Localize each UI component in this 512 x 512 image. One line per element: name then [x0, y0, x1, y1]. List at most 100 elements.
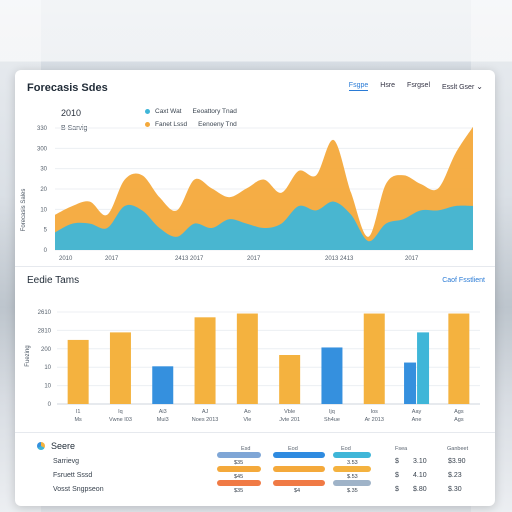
bar-Ags-orange	[448, 313, 470, 404]
x-tick-label: 2017	[405, 256, 419, 262]
x-tick-sublabel: Vwne I03	[109, 417, 132, 423]
table-title: Seere	[51, 441, 76, 451]
legend-item: Caxt Wat Eeoattory Tnad	[145, 108, 237, 115]
bar-Ao-orange	[236, 313, 258, 404]
divider	[15, 266, 495, 267]
tab-fsgpe[interactable]: Fsgpe	[348, 82, 369, 91]
x-tick-sublabel: Ane	[412, 417, 422, 423]
x-tick-sublabel: Ags	[454, 417, 464, 423]
y-tick-label: 2810	[38, 328, 52, 334]
progress-pill	[273, 452, 325, 458]
pill-value: 3.53	[347, 460, 358, 466]
y-axis-label: Forecasis Sales	[21, 189, 27, 232]
bar-chart: Fuezing 2610 2810 200 10 10 0 I1 Ms Iq Vwne I03 Ai…	[25, 310, 480, 423]
y-axis-label: Fuezing	[25, 345, 31, 366]
progress-pill	[217, 466, 261, 472]
table-cell: $.80	[413, 486, 427, 493]
pill-value: $.53	[347, 474, 358, 480]
x-tick-label: I1	[76, 409, 81, 415]
table-row-label: Vosst Sngpseon	[53, 486, 104, 493]
pill-value: $35	[234, 488, 244, 494]
y-tick-label: 5	[44, 228, 48, 234]
y-tick-label: 330	[37, 126, 48, 132]
progress-pill	[333, 466, 371, 472]
table-cell: $.30	[448, 486, 462, 493]
bar-AJ-orange	[194, 317, 216, 404]
x-tick-label: Ai3	[159, 409, 167, 415]
legend-swatch	[145, 122, 150, 127]
x-tick-label: 2013 2413	[325, 256, 354, 262]
x-tick-label: 2413 2017	[175, 256, 204, 262]
tab-fsrgsel[interactable]: Fsrgsel	[407, 82, 430, 89]
table-row-label: Sarrievg	[53, 458, 80, 465]
account-label: Esslt Gser	[442, 84, 475, 91]
table-cell: 3.10	[413, 458, 427, 465]
y-tick-label: 200	[41, 347, 52, 353]
column-header: Ganbeet	[447, 446, 469, 452]
x-tick-sublabel: Ar 2013	[365, 417, 384, 423]
pill-value: $35	[234, 460, 244, 466]
area-series-caxt-wat	[55, 201, 473, 250]
page-title: Forecasis Sdes	[27, 82, 108, 94]
legend-item: Fanet Lssd Eenoeny Tnd	[145, 121, 237, 128]
x-tick-sublabel: Sh4ue	[324, 417, 340, 423]
legend-swatch	[145, 109, 150, 114]
progress-pill	[273, 466, 325, 472]
table-cell: 4.10	[413, 472, 427, 479]
bar-Aay-teal	[417, 332, 430, 404]
bar-Ai3-blue	[152, 366, 174, 404]
bar-Vble-orange	[279, 355, 301, 404]
column-header: Fsea	[395, 446, 408, 452]
bar-Aay-blue	[404, 362, 417, 404]
bar-I1-orange	[67, 339, 89, 404]
chevron-down-icon: ⌄	[476, 82, 483, 91]
x-tick-label: Iq	[118, 409, 123, 415]
progress-pill	[273, 480, 325, 486]
progress-pill	[217, 452, 261, 458]
x-tick-label: Aay	[412, 409, 422, 415]
y-tick-label: 0	[48, 402, 52, 408]
bar-Iq-orange	[109, 332, 131, 404]
section-title: Eedie Tams	[27, 275, 80, 286]
table-cell: $3.90	[448, 458, 466, 465]
pill-value: $.35	[347, 488, 358, 494]
section-link[interactable]: Caof Fsstlient	[442, 277, 485, 284]
pill-value: $45	[234, 474, 244, 480]
x-tick-label: Vble	[284, 409, 295, 415]
x-tick-label: Ijq	[329, 409, 335, 415]
y-tick-label: 20	[40, 187, 47, 193]
legend-sublabel: Eenoeny Tnd	[198, 121, 237, 128]
x-tick-sublabel: Jvte 201	[279, 417, 300, 423]
y-tick-label: 10	[44, 365, 51, 371]
column-header: Esd	[241, 446, 251, 452]
table-cell: $	[395, 486, 399, 493]
legend-sublabel: Eeoattory Tnad	[192, 108, 237, 115]
dashboard-panel: Forecasis Sdes Fsgpe Hsre Fsrgsel Esslt …	[15, 70, 495, 506]
top-nav: Fsgpe Hsre Fsrgsel Esslt Gser ⌄	[348, 82, 483, 91]
x-tick-sublabel: Ms	[74, 417, 82, 423]
table-row-label: Fsruett Sssd	[53, 472, 93, 479]
x-tick-label: 2010	[59, 256, 73, 262]
x-tick-label: Ags	[454, 409, 464, 415]
column-header: Eod	[288, 446, 298, 452]
progress-pill	[333, 480, 371, 486]
legend: Caxt Wat Eeoattory Tnad Fanet Lssd Eenoe…	[145, 108, 237, 134]
legend-label: Caxt Wat	[155, 108, 182, 115]
y-tick-label: 30	[40, 167, 47, 173]
x-tick-label: Ios	[371, 409, 379, 415]
x-tick-label: 2017	[105, 256, 119, 262]
y-tick-label: 10	[40, 207, 47, 213]
table-cell: $	[395, 472, 399, 479]
y-tick-label: 10	[44, 384, 51, 390]
pill-value: $4	[294, 488, 301, 494]
tab-hsre[interactable]: Hsre	[380, 82, 396, 89]
progress-pill	[217, 480, 261, 486]
bar-Ios-orange	[363, 313, 385, 404]
account-menu[interactable]: Esslt Gser ⌄	[442, 82, 483, 91]
table-icon	[37, 442, 45, 450]
legend-label: Fanet Lssd	[155, 121, 188, 128]
x-tick-sublabel: Vle	[243, 417, 251, 423]
divider	[15, 432, 495, 433]
area-series-fanet-lssd	[55, 126, 473, 250]
